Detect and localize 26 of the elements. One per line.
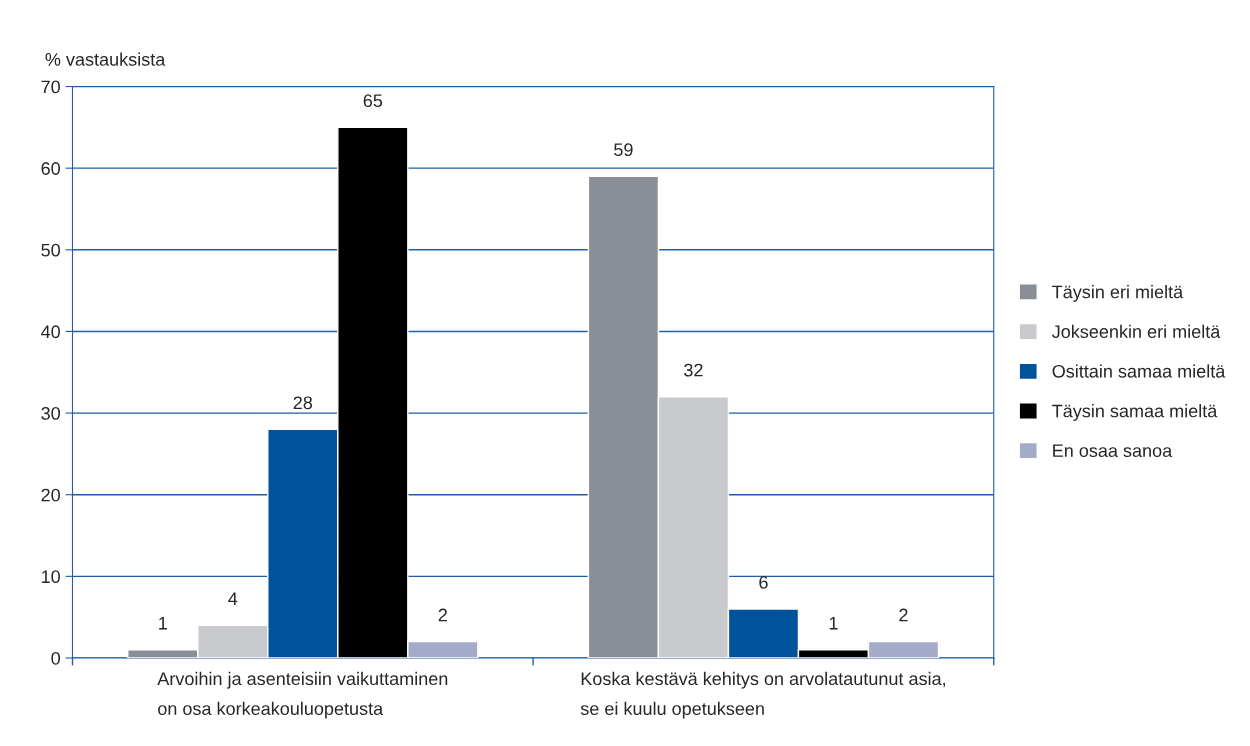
data-label: 2 — [899, 608, 908, 622]
x-tick-label: Koska kestävä kehitys on arvolatautunut asia, se ei kuulu opetukseen — [580, 671, 945, 719]
data-label: 1 — [829, 616, 838, 630]
y-tick-label: 0 — [51, 651, 60, 665]
legend-label: Osittain samaa mieltä — [1052, 364, 1226, 378]
legend-label: Täysin samaa mieltä — [1052, 404, 1218, 421]
data-label: 28 — [293, 396, 313, 410]
y-tick-label: 70 — [41, 80, 60, 94]
data-label: 2 — [438, 608, 447, 622]
x-tick-label: Arvoihin ja asenteisiin vaikuttaminen on osa korkeakouluopetusta — [157, 671, 448, 719]
y-tick-label: 50 — [41, 243, 60, 257]
legend-label: Täysin eri mieltä — [1052, 285, 1184, 302]
y-axis-title: % vastauksista — [45, 52, 166, 66]
data-label: 6 — [759, 575, 768, 589]
data-label: 1 — [159, 616, 167, 630]
y-tick-label: 60 — [41, 162, 60, 175]
data-label: 32 — [684, 363, 703, 377]
y-tick-label: 10 — [41, 570, 60, 584]
y-tick-label: 20 — [41, 488, 60, 502]
y-tick-label: 30 — [41, 407, 60, 420]
legend-label: En osaa sanoa — [1053, 444, 1173, 458]
data-label: 4 — [228, 592, 238, 605]
data-label: 65 — [363, 94, 383, 108]
y-tick-label: 40 — [41, 325, 60, 339]
legend-label: Jokseenkin eri mieltä — [1051, 324, 1221, 339]
data-label: 59 — [614, 143, 633, 157]
